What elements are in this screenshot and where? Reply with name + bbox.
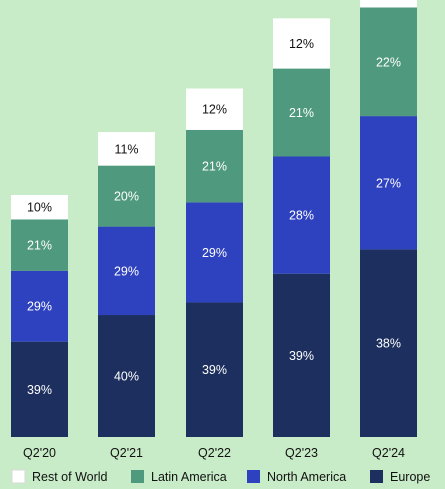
- bar-stack-q2-23: 39% 28% 21% 12%: [273, 18, 330, 437]
- bar-latin-america-q2-21: [98, 165, 155, 227]
- legend-item-europe: Europe: [370, 470, 430, 484]
- data-label-latin-america-q2-24: 22%: [376, 55, 401, 69]
- data-label-north-america-q2-23: 28%: [289, 209, 314, 223]
- data-label-north-america-q2-24: 27%: [376, 176, 401, 190]
- data-label-rest-of-world-q2-20: 10%: [27, 201, 52, 215]
- legend-item-north-america: North America: [247, 470, 346, 484]
- bar-europe-q2-21: [98, 315, 155, 437]
- bar-europe-q2-20: [11, 341, 68, 437]
- bar-north-america-q2-24: [360, 116, 417, 250]
- bar-europe-q2-23: [273, 273, 330, 437]
- data-label-latin-america-q2-21: 20%: [114, 190, 139, 204]
- legend-swatch-rest-of-world: [11, 469, 26, 484]
- bar-rest-of-world-q2-22: [186, 88, 243, 130]
- legend-swatch-europe: [370, 470, 383, 483]
- x-tick-label-q2-20: Q2'20: [23, 446, 56, 460]
- legend-item-latin-america: Latin America: [131, 470, 227, 484]
- data-label-rest-of-world-q2-22: 12%: [202, 103, 227, 117]
- bar-north-america-q2-20: [11, 270, 68, 342]
- x-tick-label-q2-21: Q2'21: [110, 446, 143, 460]
- data-label-rest-of-world-q2-21: 11%: [114, 142, 138, 156]
- bar-stack-q2-21: 40% 29% 20% 11%: [98, 132, 155, 437]
- bar-stack-q2-24: 38%27%22%13%: [360, 0, 417, 437]
- data-label-north-america-q2-20: 29%: [27, 300, 52, 314]
- legend-label-europe: Europe: [390, 470, 430, 484]
- bar-stack-q2-20: 39% 29% 21% 10%: [11, 195, 68, 437]
- data-label-europe-q2-24: 38%: [376, 337, 401, 351]
- data-label-rest-of-world-q2-23: 12%: [289, 37, 314, 51]
- data-label-north-america-q2-21: 29%: [114, 264, 139, 278]
- legend-label-latin-america: Latin America: [151, 470, 227, 484]
- x-axis-ticks: Q2'20 Q2'21 Q2'22 Q2'23 Q2'24: [23, 446, 405, 460]
- x-tick-label-q2-24: Q2'24: [372, 446, 405, 460]
- bar-rest-of-world-q2-23: [273, 18, 330, 69]
- data-label-north-america-q2-22: 29%: [202, 246, 227, 260]
- legend-swatch-north-america: [247, 470, 260, 483]
- bar-north-america-q2-21: [98, 226, 155, 316]
- bar-rest-of-world-q2-24: [360, 0, 417, 8]
- legend: Rest of World Latin America North America E…: [11, 469, 430, 484]
- x-tick-label-q2-22: Q2'22: [198, 446, 231, 460]
- legend-label-north-america: North America: [267, 470, 346, 484]
- data-label-europe-q2-20: 39%: [27, 383, 52, 397]
- legend-item-rest-of-world: Rest of World: [11, 469, 108, 484]
- bar-latin-america-q2-22: [186, 129, 243, 203]
- bar-north-america-q2-22: [186, 202, 243, 303]
- data-label-latin-america-q2-20: 21%: [27, 239, 52, 253]
- legend-swatch-latin-america: [131, 470, 144, 483]
- bar-latin-america-q2-23: [273, 68, 330, 157]
- bar-europe-q2-22: [186, 302, 243, 437]
- bar-rest-of-world-q2-20: [11, 195, 68, 220]
- bar-latin-america-q2-20: [11, 219, 68, 271]
- bar-latin-america-q2-24: [360, 7, 417, 117]
- data-label-latin-america-q2-23: 21%: [289, 106, 314, 120]
- data-label-europe-q2-23: 39%: [289, 349, 314, 363]
- bar-north-america-q2-23: [273, 156, 330, 274]
- legend-label-rest-of-world: Rest of World: [32, 470, 108, 484]
- bars-group: 39% 29% 21% 10% 40% 29% 20% 11% 39% 29% 21% 12% 39% 2…: [11, 0, 417, 437]
- data-label-latin-america-q2-22: 21%: [202, 160, 227, 174]
- data-label-europe-q2-22: 39%: [202, 363, 227, 377]
- bar-rest-of-world-q2-21: [98, 132, 155, 166]
- x-tick-label-q2-23: Q2'23: [285, 446, 318, 460]
- data-label-europe-q2-21: 40%: [114, 370, 139, 384]
- bar-europe-q2-24: [360, 249, 417, 437]
- bar-stack-q2-22: 39% 29% 21% 12%: [186, 88, 243, 437]
